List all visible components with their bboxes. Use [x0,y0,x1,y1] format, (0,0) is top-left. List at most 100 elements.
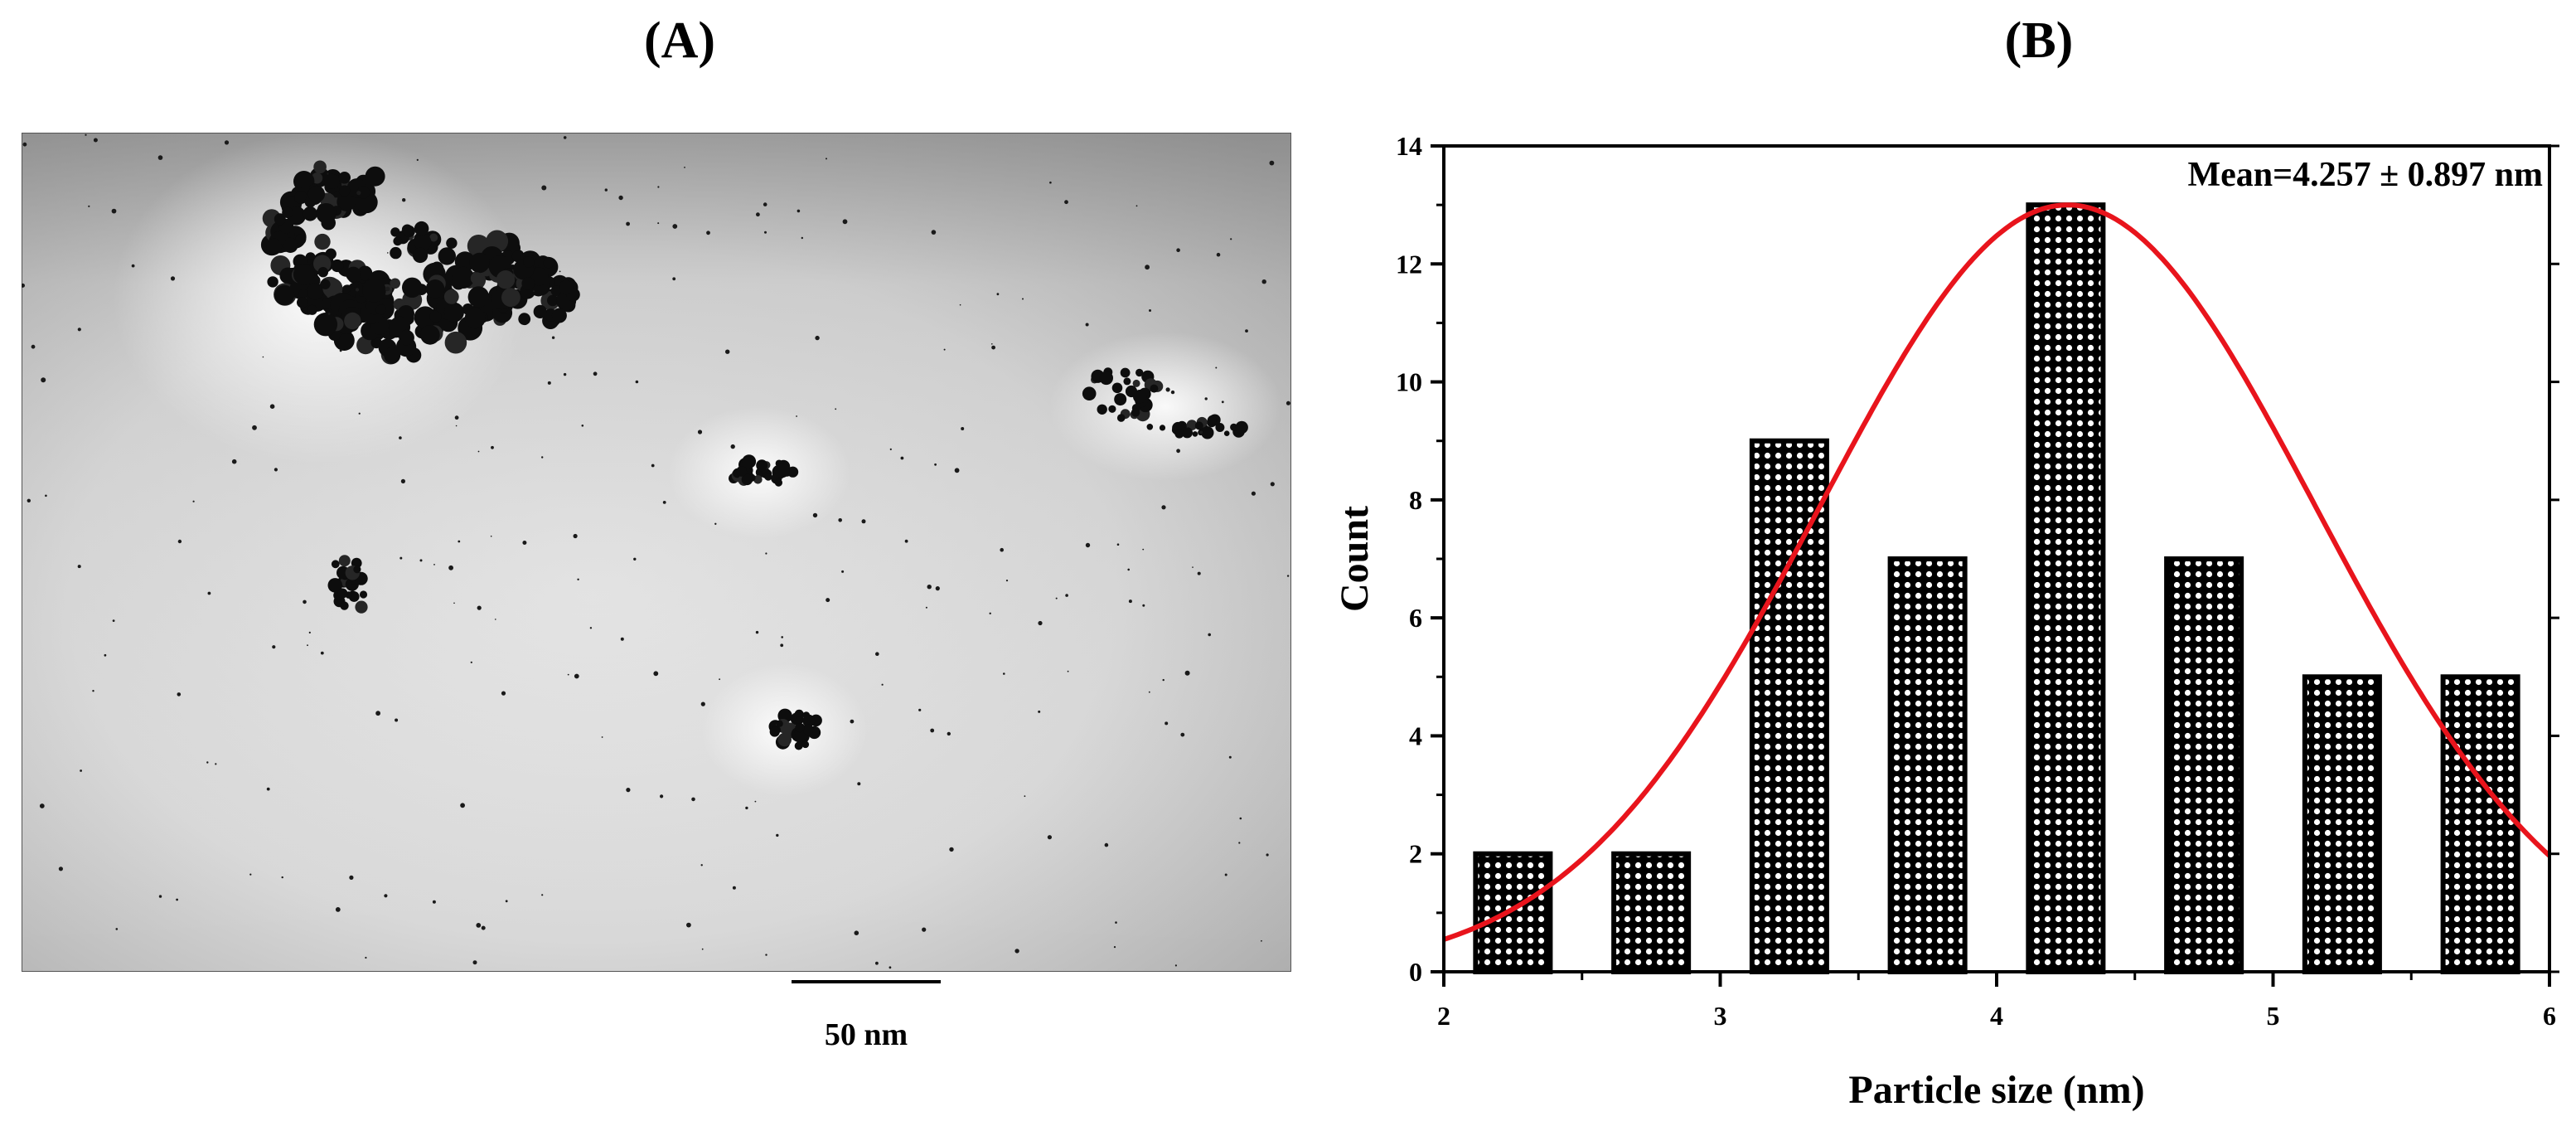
nanoparticle [787,466,799,478]
histogram-bar [2026,202,2106,974]
nanoparticle [338,555,351,567]
nanoparticle [362,279,386,303]
speck [176,898,179,901]
speck [400,478,405,483]
speck [861,519,866,524]
speck [111,208,117,214]
speck [1116,543,1120,546]
speck [841,570,845,573]
y-axis-label: Count [1333,506,1377,612]
speck [476,923,482,928]
nanoparticle [307,304,317,315]
speck [838,518,842,522]
speck [252,425,257,430]
speck [402,198,406,202]
nanoparticle [337,192,356,211]
nanoparticle [523,256,535,268]
nanoparticle [320,279,331,289]
speck [730,444,735,449]
speck [384,894,388,898]
speck [934,463,937,466]
speck [249,873,252,876]
speck [45,494,47,498]
nanoparticle [769,726,780,737]
speck [660,794,664,798]
speck [931,230,937,235]
speck [1128,599,1132,604]
nanoparticle [324,173,340,189]
speck [672,224,678,229]
speck [842,219,848,225]
speck [745,806,748,810]
speck [626,788,631,793]
speck [618,195,623,201]
speck [274,468,278,472]
speck [22,283,25,288]
nanoparticle [1135,368,1144,377]
speck [481,925,486,930]
nanoparticle [344,312,361,330]
nanoparticle [317,267,328,278]
speck [559,270,561,273]
nanoparticle [414,233,432,251]
nanoparticle [1114,393,1127,406]
nanoparticle [283,237,298,253]
speck [385,286,390,292]
histogram-bar [1887,556,1968,974]
nanoparticle [293,264,315,285]
nanoparticle [1192,431,1198,437]
nanoparticle [802,724,814,735]
speck [472,960,477,965]
nanoparticle [294,191,307,204]
speck [850,719,855,724]
nanoparticle [774,463,790,478]
histogram-bar [2440,674,2520,974]
nanoparticle [353,566,361,574]
nanoparticle [313,160,327,174]
nanoparticle [443,302,464,323]
nanoparticle [559,279,574,295]
nanoparticle [401,224,413,235]
nanoparticle [736,466,748,477]
speck [959,303,961,306]
speck [432,900,436,904]
nanoparticle [764,473,772,481]
nanoparticle [802,714,816,727]
speck [541,456,544,459]
speck [1065,594,1068,597]
speck [1176,248,1180,252]
nanoparticle [331,560,340,569]
nanoparticle [543,257,554,269]
speck [327,313,331,315]
speck [706,231,710,235]
speck [1238,842,1241,844]
speck [77,565,81,569]
speck [1067,670,1069,672]
histogram-bar [1473,851,1553,975]
nanoparticle [327,578,343,593]
nanoparticle [425,279,445,299]
speck [691,797,695,802]
nanoparticle [355,600,368,614]
speck [949,847,954,852]
nanoparticle [267,276,278,288]
nanoparticle [375,304,386,315]
speck [433,564,435,566]
nanoparticle [1235,420,1248,434]
speck [339,349,342,352]
nanoparticle [274,284,295,305]
nanoparticle [467,286,490,308]
speck [686,922,691,928]
speck [1251,491,1256,496]
speck [1038,620,1043,626]
nanoparticle [279,267,297,284]
speck [22,142,27,147]
mean-annotation: Mean=4.257 ± 0.897 nm [2188,156,2543,194]
nanoparticle [307,283,324,300]
nanoparticle [1108,405,1116,413]
x-tick-label: 3 [1714,1001,1727,1031]
speck [39,803,45,808]
nanoparticle [1215,423,1225,432]
speck [989,612,991,614]
speck [672,277,676,281]
